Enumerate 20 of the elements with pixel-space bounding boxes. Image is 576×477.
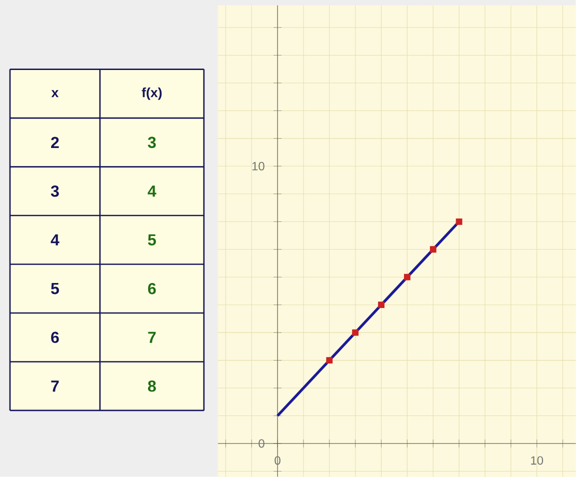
point bbox=[404, 274, 410, 280]
text: 3 bbox=[148, 136, 156, 148]
point bbox=[326, 357, 333, 364]
text: 7 bbox=[51, 380, 59, 392]
text: 2 bbox=[51, 136, 59, 148]
text: 8 bbox=[148, 380, 156, 392]
text: x bbox=[51, 90, 59, 98]
text: 6 bbox=[148, 282, 156, 294]
text: 4 bbox=[148, 186, 156, 197]
text: 4 bbox=[50, 234, 60, 246]
text: f(x) bbox=[142, 87, 162, 100]
point bbox=[378, 302, 384, 308]
point bbox=[430, 246, 436, 253]
point bbox=[352, 329, 359, 336]
text: 6 bbox=[51, 332, 59, 343]
text: 3 bbox=[50, 185, 59, 197]
point bbox=[456, 218, 462, 225]
text: 5 bbox=[148, 234, 156, 246]
text: 7 bbox=[148, 332, 156, 343]
text: 5 bbox=[51, 283, 59, 294]
